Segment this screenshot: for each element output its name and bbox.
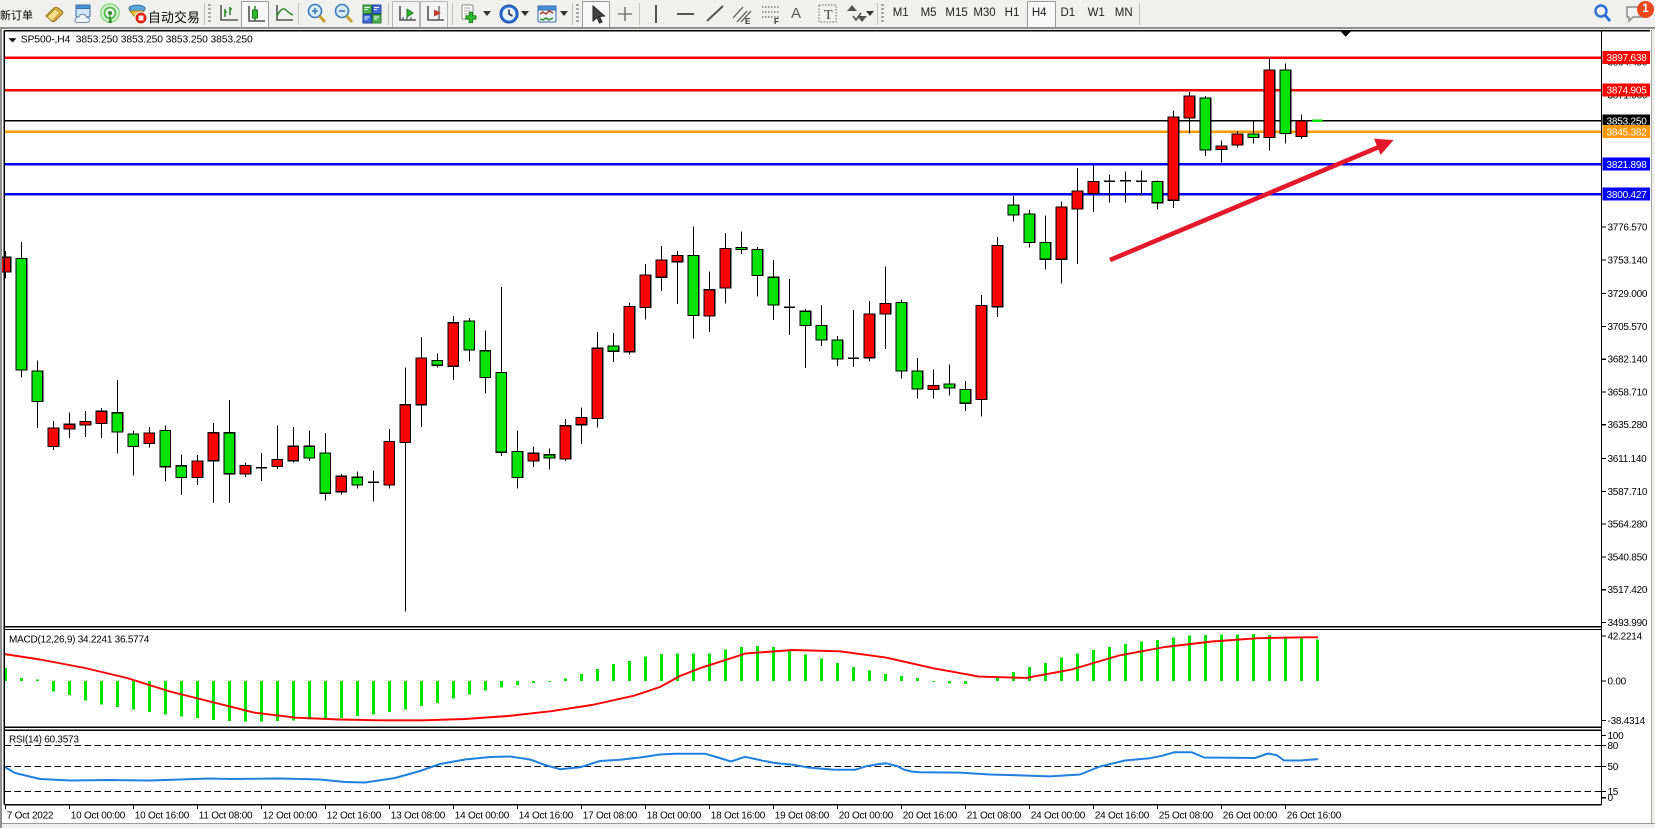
svg-text:10 Oct 16:00: 10 Oct 16:00: [135, 811, 190, 822]
svg-text:0: 0: [1608, 793, 1614, 804]
svg-text:3800.427: 3800.427: [1607, 190, 1648, 201]
svg-text:3853.250: 3853.250: [1607, 116, 1648, 127]
svg-text:7 Oct 2022: 7 Oct 2022: [7, 811, 54, 822]
svg-text:26 Oct 00:00: 26 Oct 00:00: [1223, 811, 1278, 822]
svg-text:80: 80: [1608, 741, 1619, 752]
svg-text:13 Oct 08:00: 13 Oct 08:00: [391, 811, 446, 822]
svg-text:12 Oct 16:00: 12 Oct 16:00: [327, 811, 382, 822]
svg-text:11 Oct 08:00: 11 Oct 08:00: [199, 811, 253, 822]
svg-text:3517.420: 3517.420: [1608, 585, 1648, 596]
svg-text:E: E: [745, 17, 751, 25]
svg-text:3611.140: 3611.140: [1608, 454, 1648, 465]
svg-text:12 Oct 00:00: 12 Oct 00:00: [263, 811, 318, 822]
svg-text:3821.898: 3821.898: [1607, 160, 1648, 171]
svg-text:T: T: [824, 8, 833, 23]
svg-text:3845.382: 3845.382: [1607, 127, 1648, 138]
svg-text:3540.850: 3540.850: [1608, 552, 1648, 563]
svg-text:RSI(14) 60.3573: RSI(14) 60.3573: [9, 735, 79, 746]
svg-text:3729.000: 3729.000: [1608, 289, 1648, 300]
svg-text:3874.905: 3874.905: [1607, 86, 1648, 97]
svg-text:100: 100: [1608, 731, 1625, 742]
svg-text:3682.140: 3682.140: [1608, 355, 1648, 366]
svg-text:-38.4314: -38.4314: [1608, 716, 1646, 727]
svg-text:24 Oct 00:00: 24 Oct 00:00: [1031, 811, 1086, 822]
svg-text:3776.570: 3776.570: [1608, 223, 1648, 234]
svg-text:20 Oct 16:00: 20 Oct 16:00: [903, 811, 958, 822]
svg-text:MACD(12,26,9) 34.2241 36.5774: MACD(12,26,9) 34.2241 36.5774: [9, 635, 150, 646]
svg-text:SP500-,H4 3853.250 3853.250 3: SP500-,H4 3853.250 3853.250 3853.250 385…: [21, 35, 253, 46]
svg-text:3658.710: 3658.710: [1608, 388, 1648, 399]
svg-text:10 Oct 00:00: 10 Oct 00:00: [71, 811, 126, 822]
svg-text:F: F: [774, 17, 779, 25]
svg-text:26 Oct 16:00: 26 Oct 16:00: [1287, 811, 1342, 822]
svg-text:20 Oct 00:00: 20 Oct 00:00: [839, 811, 894, 822]
svg-text:3564.280: 3564.280: [1608, 520, 1648, 531]
svg-text:18 Oct 16:00: 18 Oct 16:00: [711, 811, 766, 822]
svg-text:21 Oct 08:00: 21 Oct 08:00: [967, 811, 1022, 822]
svg-text:42.2214: 42.2214: [1608, 631, 1643, 642]
svg-text:3635.280: 3635.280: [1608, 420, 1648, 431]
svg-text:50: 50: [1608, 762, 1619, 773]
svg-text:3753.140: 3753.140: [1608, 255, 1648, 266]
svg-text:0.00: 0.00: [1608, 677, 1627, 688]
svg-text:18 Oct 00:00: 18 Oct 00:00: [647, 811, 702, 822]
svg-text:17 Oct 08:00: 17 Oct 08:00: [583, 811, 638, 822]
svg-text:3587.710: 3587.710: [1608, 487, 1648, 498]
svg-text:24 Oct 16:00: 24 Oct 16:00: [1095, 811, 1150, 822]
svg-text:25 Oct 08:00: 25 Oct 08:00: [1159, 811, 1214, 822]
svg-text:15: 15: [1608, 787, 1619, 798]
svg-text:19 Oct 08:00: 19 Oct 08:00: [775, 811, 830, 822]
svg-text:14 Oct 16:00: 14 Oct 16:00: [519, 811, 574, 822]
svg-text:3705.570: 3705.570: [1608, 322, 1648, 333]
svg-text:3493.990: 3493.990: [1608, 618, 1648, 629]
svg-text:14 Oct 00:00: 14 Oct 00:00: [455, 811, 510, 822]
svg-text:3897.638: 3897.638: [1607, 53, 1648, 64]
